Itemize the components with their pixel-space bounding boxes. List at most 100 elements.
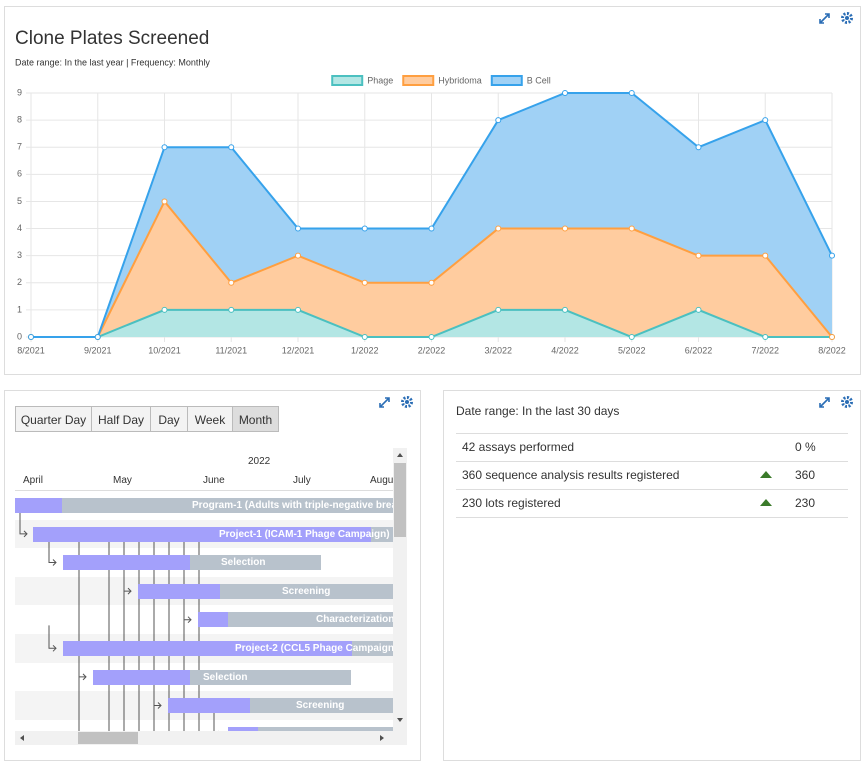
expand-icon[interactable] [379, 397, 390, 408]
data-point [495, 306, 502, 313]
x-tick-label: 2/2022 [418, 345, 446, 355]
expand-icon[interactable] [819, 397, 830, 408]
task-label: Characterization [316, 614, 393, 626]
settings-icon[interactable] [841, 396, 853, 408]
x-tick-label: 9/2021 [84, 345, 112, 355]
divider [456, 461, 848, 462]
task-bar[interactable]: Project-1 (ICAM-1 Phage Campaign) [33, 526, 393, 542]
settings-icon[interactable] [841, 12, 853, 24]
view-mode-button[interactable]: Half Day [91, 406, 151, 432]
data-point [495, 117, 502, 124]
legend-label: B Cell [527, 75, 551, 85]
dependency-arrow [153, 682, 162, 709]
divider [456, 433, 848, 434]
legend-item: Hybridoma [402, 75, 482, 86]
data-point [28, 334, 34, 340]
view-mode-button[interactable]: Quarter Day [15, 406, 92, 432]
chart: Clone Plates Screened Date range: In the… [15, 28, 846, 355]
task-bar[interactable]: Selection [93, 669, 351, 685]
stat-value: 0 % [795, 440, 816, 454]
h-scrollbar[interactable] [15, 731, 393, 745]
x-tick-label: 8/2022 [818, 345, 846, 355]
data-point [628, 334, 635, 340]
chart-title: Clone Plates Screened [15, 28, 209, 49]
x-tick-label: 1/2022 [351, 345, 379, 355]
dependency-arrow [48, 625, 57, 652]
data-point [562, 90, 568, 96]
stat-label: 230 lots registered [462, 496, 561, 510]
data-point [161, 198, 168, 205]
x-tick-label: 5/2022 [618, 345, 646, 355]
y-tick-label: 1 [17, 304, 22, 314]
legend-item: Phage [331, 75, 393, 86]
view-mode-button[interactable]: Week [187, 406, 233, 432]
data-point [495, 225, 502, 232]
area-fill [31, 201, 832, 337]
data-point [628, 225, 635, 232]
data-point [829, 334, 835, 340]
task-progress [33, 526, 371, 542]
expand-icon[interactable] [819, 13, 830, 24]
gantt-chart: 2022 April May June July August Program-1 (Adu… [15, 448, 393, 731]
y-tick-label: 7 [17, 142, 22, 152]
data-point [562, 306, 568, 313]
task-progress [138, 583, 220, 599]
month-label: August [370, 475, 393, 486]
legend-item: B Cell [490, 75, 551, 86]
data-point [295, 252, 301, 259]
month-label: July [293, 475, 311, 486]
task-label: Selection [203, 671, 248, 683]
data-point [295, 225, 301, 232]
divider [456, 489, 848, 490]
task-bar[interactable]: Selection [63, 555, 321, 571]
legend-swatch [402, 75, 435, 86]
data-point [228, 144, 235, 151]
stats-panel [443, 390, 861, 761]
x-tick-label: 4/2022 [551, 345, 579, 355]
dependency-arrow [123, 568, 132, 595]
v-scrollbar[interactable] [393, 448, 407, 745]
x-tick-label: 11/2021 [215, 345, 247, 355]
gantt-row [15, 719, 393, 731]
dependency-arrow [78, 654, 87, 681]
trend-up-icon [760, 471, 772, 478]
task-bar[interactable]: Screening [168, 698, 393, 714]
data-point [428, 334, 435, 340]
data-point [829, 252, 835, 259]
task-progress [63, 641, 352, 656]
data-point [695, 306, 702, 313]
settings-icon[interactable] [401, 396, 413, 408]
x-tick-label: 3/2022 [484, 345, 512, 355]
area-fill [31, 93, 832, 337]
trend-up-icon [760, 499, 772, 506]
legend-swatch [490, 75, 523, 86]
task-bar[interactable]: Project-2 (CCL5 Phage Campaign) [63, 641, 393, 656]
data-point [628, 90, 635, 96]
task-progress [93, 669, 190, 685]
month-label: April [23, 475, 44, 486]
task-progress [198, 612, 228, 628]
data-point [361, 334, 368, 340]
y-tick-label: 2 [17, 277, 22, 287]
view-mode-button[interactable]: Day [150, 406, 188, 432]
y-tick-label: 9 [17, 87, 22, 97]
y-tick-label: 0 [17, 331, 22, 341]
task-progress [228, 726, 258, 731]
stat-label: 360 sequence analysis results registered [462, 468, 680, 482]
legend-label: Hybridoma [438, 75, 482, 85]
task-bar[interactable]: Characterization [198, 612, 393, 628]
task-bar[interactable]: Screening [138, 583, 393, 599]
task-progress [63, 555, 190, 571]
divider [456, 517, 848, 518]
task-label: Screening [296, 700, 345, 712]
task-bar[interactable]: Program-1 (Adults with triple-negative b… [15, 498, 393, 513]
task-label: Project-1 (ICAM-1 Phage Campaign) [219, 528, 390, 540]
data-point [361, 225, 368, 232]
stat-value: 230 [795, 496, 816, 510]
y-tick-label: 4 [17, 223, 22, 233]
task-bar[interactable] [228, 726, 393, 731]
stat-value: 360 [795, 468, 816, 482]
dependency-arrow [183, 596, 192, 624]
view-mode-button[interactable]: Month [232, 406, 279, 432]
